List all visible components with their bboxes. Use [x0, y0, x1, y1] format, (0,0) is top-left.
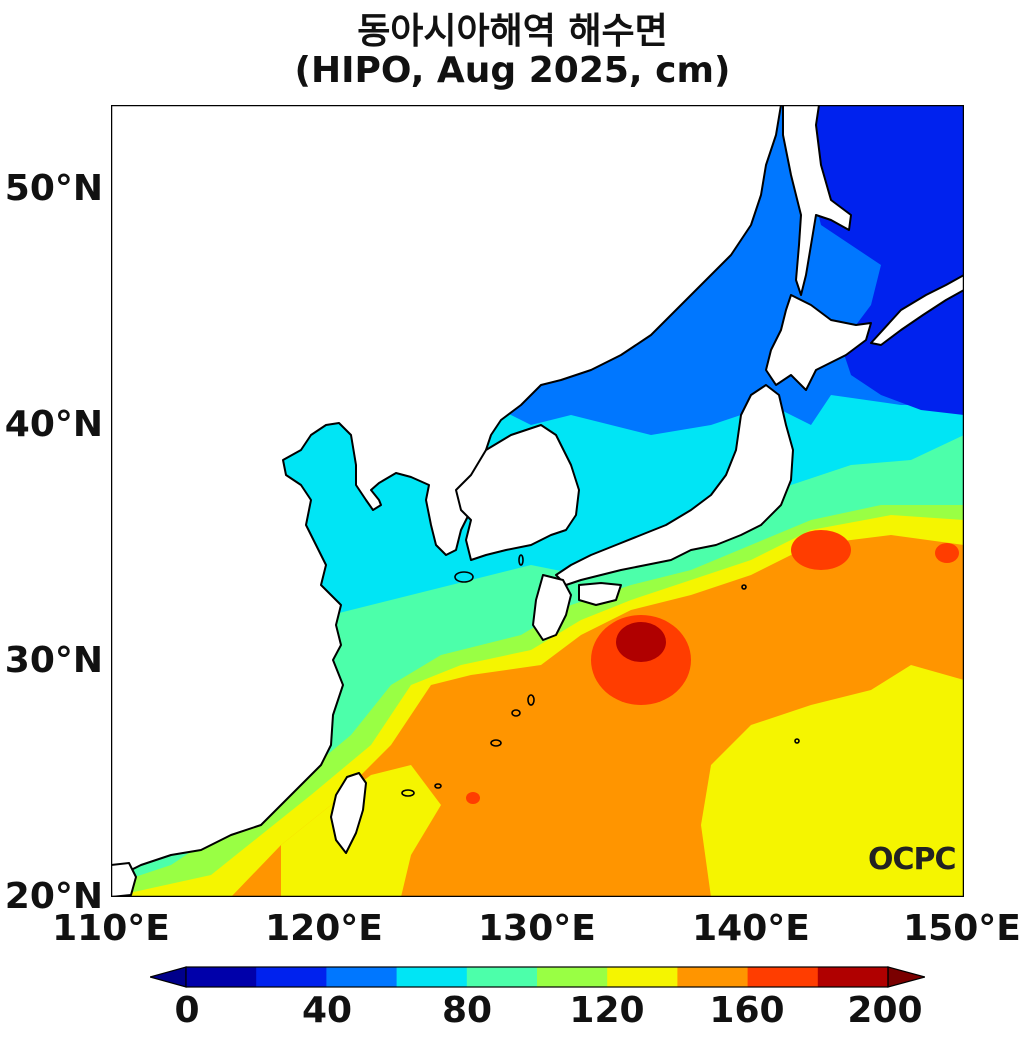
land-kyushu	[532, 574, 572, 641]
colorbar-segment	[256, 967, 327, 987]
colorbar-segment	[677, 967, 749, 987]
colorbar-segment	[537, 967, 608, 987]
land-ryukyu-1	[527, 694, 535, 706]
land-kuril-islands	[870, 274, 964, 346]
lon-tick-label: 150°E	[903, 908, 1021, 949]
land-sakhalin	[782, 105, 852, 296]
warm-eddy-darkred-1	[616, 622, 666, 662]
land-ryukyu-3	[490, 739, 502, 747]
ocean-yellow-zone-se	[701, 665, 964, 897]
sea-level-map	[111, 105, 964, 897]
land-asian-mainland	[111, 105, 782, 886]
colorbar-tick-label: 120	[569, 990, 645, 1031]
lon-tick-label: 140°E	[692, 908, 810, 949]
warm-eddy-red-4	[466, 792, 480, 804]
land-ryukyu-2	[511, 709, 521, 717]
lon-tick-label: 110°E	[52, 908, 170, 949]
colorbar-segment	[817, 967, 889, 987]
lon-tick-label: 120°E	[265, 908, 383, 949]
colorbar-tick-label: 80	[441, 990, 493, 1031]
land-taiwan	[330, 772, 367, 854]
land-shikoku	[578, 582, 622, 606]
map-title: 동아시아해역 해수면	[357, 11, 668, 52]
lat-tick-label: 50°N	[4, 168, 103, 209]
map-area: OCPC	[111, 105, 964, 897]
colorbar-segment	[396, 967, 468, 987]
colorbar-tick-label: 200	[847, 990, 923, 1031]
colorbar-tick-label: 0	[174, 990, 200, 1031]
colorbar-under-arrow	[150, 966, 187, 988]
colorbar-segment	[326, 967, 398, 987]
land-hainan	[111, 862, 137, 897]
lat-tick-label: 20°N	[4, 876, 103, 917]
colorbar-segment	[186, 967, 257, 987]
land-honshu	[555, 384, 794, 586]
map-frame	[111, 105, 964, 897]
land-ryukyu-4	[401, 789, 415, 797]
map-subtitle: (HIPO, Aug 2025, cm)	[294, 50, 731, 91]
land-izu-island	[741, 584, 747, 590]
colorbar-over-arrow	[887, 966, 925, 988]
land-tsushima	[518, 554, 524, 566]
land-hokkaido	[765, 294, 872, 391]
colorbar-segment	[747, 967, 819, 987]
lat-tick-label: 40°N	[4, 404, 103, 445]
land-jeju	[454, 571, 474, 583]
land-ryukyu-5	[434, 783, 442, 789]
lon-tick-label: 130°E	[478, 908, 596, 949]
colorbar-tick-label: 40	[301, 990, 353, 1031]
colorbar-tick-label: 160	[709, 990, 785, 1031]
ocean-yellow-zone-s	[281, 765, 441, 897]
ocpc-logo: OCPC	[868, 842, 957, 877]
land-bonin-island	[794, 738, 800, 744]
colorbar	[150, 966, 925, 988]
land-korean-peninsula	[455, 424, 580, 561]
warm-eddy-red-3	[935, 543, 959, 563]
warm-eddy-red-2	[791, 530, 851, 570]
colorbar-segments	[150, 966, 925, 988]
colorbar-segment	[466, 967, 538, 987]
lat-tick-label: 30°N	[4, 640, 103, 681]
colorbar-segment	[607, 967, 678, 987]
